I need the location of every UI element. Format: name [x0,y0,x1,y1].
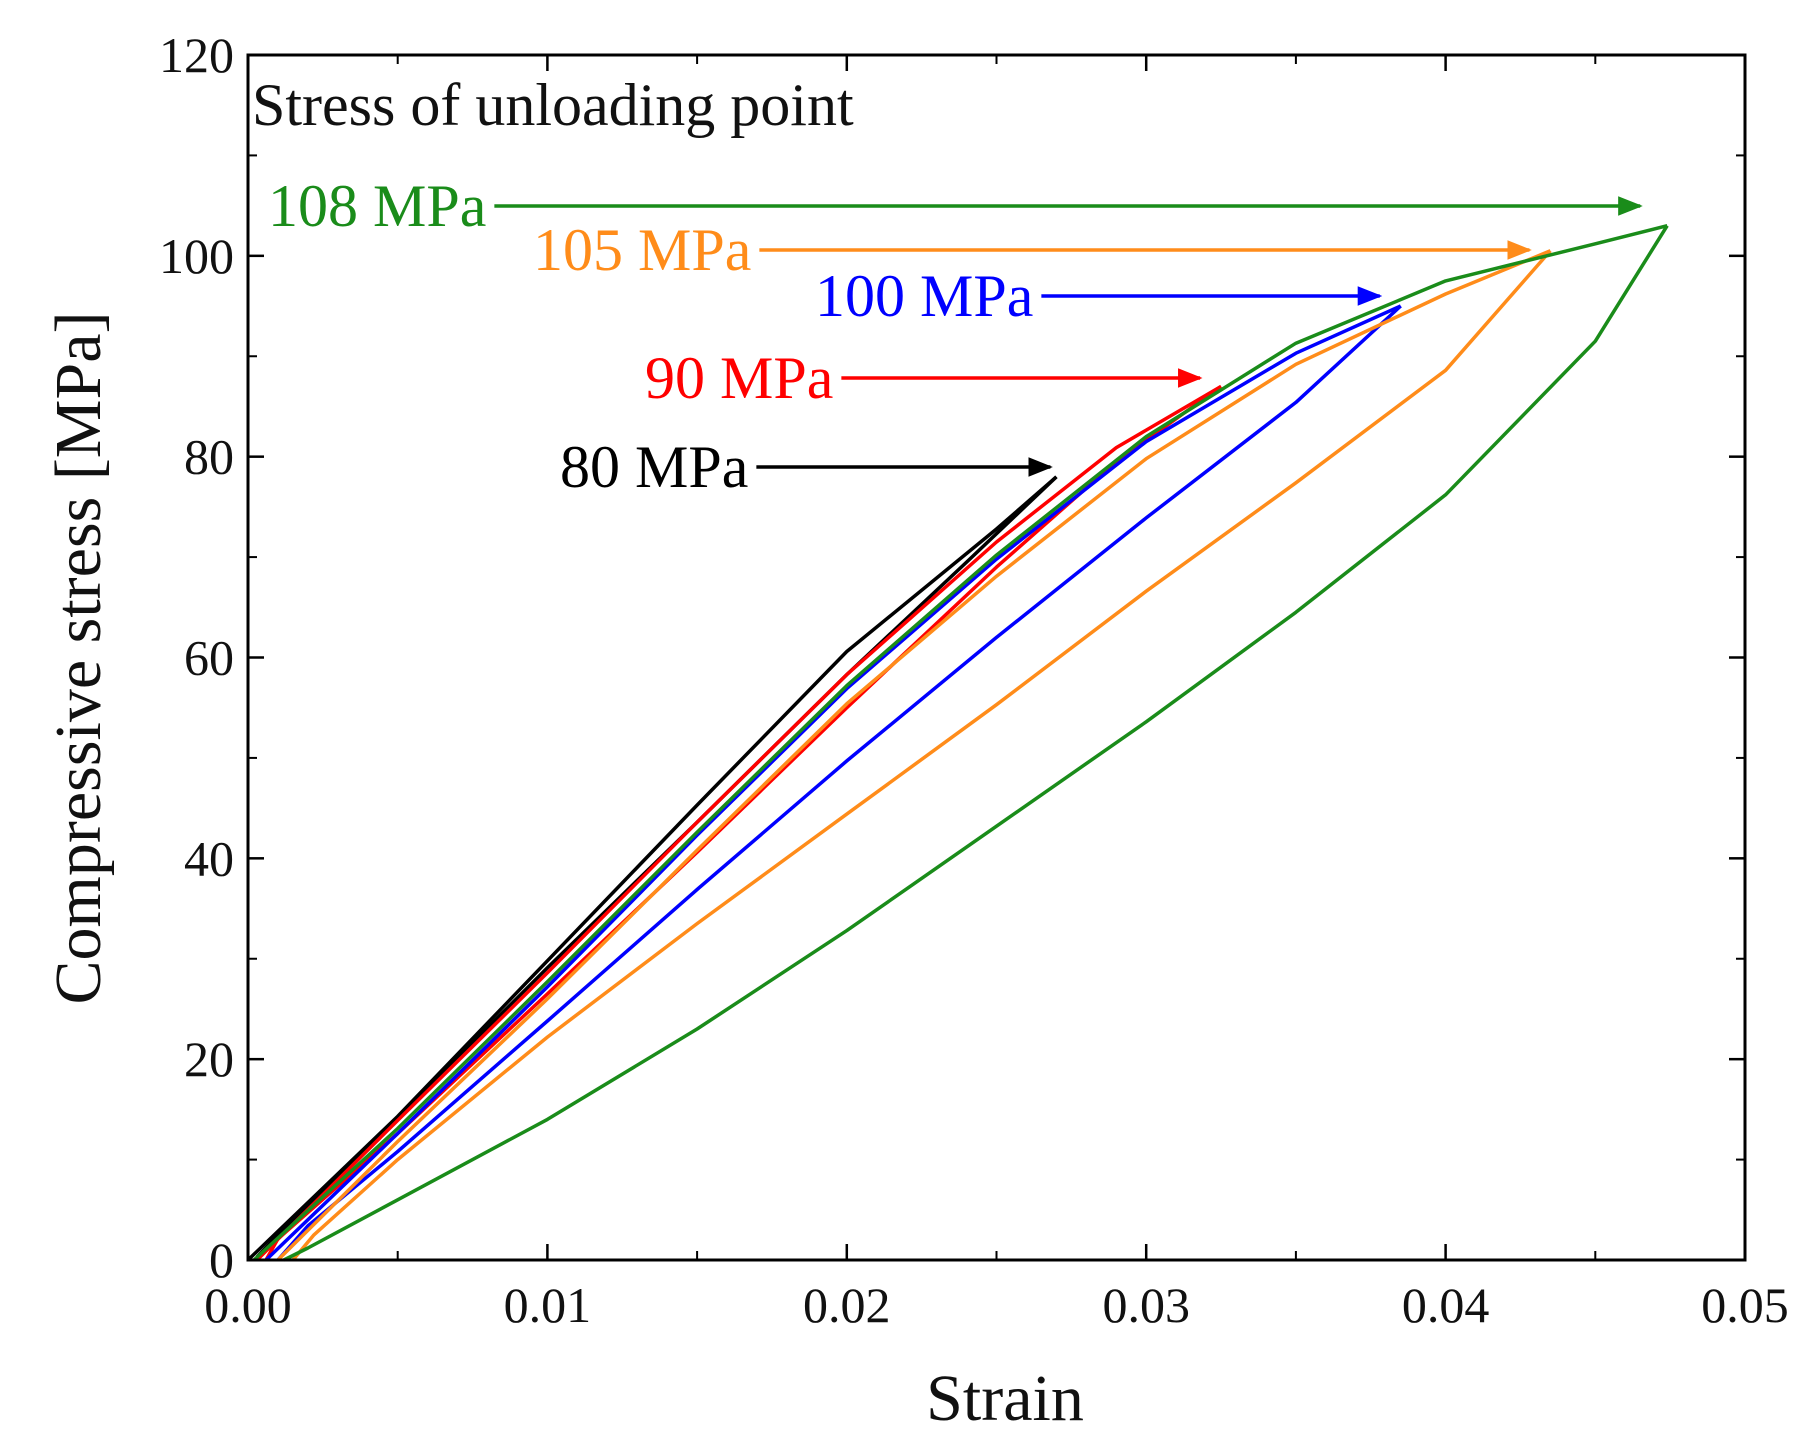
y-tick-label: 40 [184,830,234,886]
series-label: 100 MPa [815,263,1033,329]
arrows-group [494,196,1643,477]
series-loading-line [276,249,1552,1262]
y-tick-label: 60 [184,630,234,686]
labels-group: 0.00 0.01 0.02 0.03 0.04 0.05 0 20 40 60 80 100 120 8… [159,27,1789,1333]
y-axis-title: Compressive stress [MPa] [42,312,115,1005]
series-unloading-line [283,224,1669,1262]
series-label: 80 MPa [560,434,748,500]
y-tick-label: 120 [159,27,234,83]
curves-group [246,224,1669,1262]
y-tick-label: 100 [159,228,234,284]
y-tick-label: 20 [184,1031,234,1087]
series-label: 90 MPa [645,345,833,411]
series-unloading-line [291,249,1552,1262]
series-label: 105 MPa [533,217,751,283]
annotation-title: Stress of unloading point [252,72,854,138]
x-tick-label: 0.04 [1402,1277,1490,1333]
series-loading-line [252,224,1668,1262]
x-tick-label: 0.02 [803,1277,891,1333]
series-label: 108 MPa [268,173,486,239]
series-unloading-line [255,475,1058,1259]
x-tick-label: 0.05 [1701,1277,1789,1333]
x-tick-label: 0.01 [504,1277,592,1333]
series-loading-line [255,384,1222,1262]
series-loading-line [264,304,1402,1262]
y-tick-label: 0 [209,1232,234,1288]
x-tick-label: 0.00 [204,1277,292,1333]
series-unloading-line [276,304,1402,1262]
x-tick-label: 0.03 [1102,1277,1190,1333]
x-axis-title: Strain [926,1362,1084,1435]
y-tick-label: 80 [184,429,234,485]
ticks-group [246,53,1747,1262]
